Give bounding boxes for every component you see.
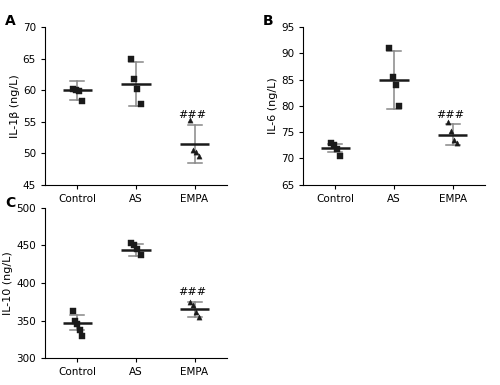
Point [72,87,80,93]
Point [196,314,203,320]
Point [336,153,344,159]
Point [192,149,200,155]
Y-axis label: IL-6 (ng/L): IL-6 (ng/L) [268,77,278,134]
Text: ###: ### [178,287,206,297]
Point [134,246,141,252]
Text: ###: ### [436,110,464,120]
Y-axis label: IL-10 (ng/L): IL-10 (ng/L) [4,251,14,315]
Text: A: A [5,14,16,28]
Point [444,119,452,125]
Point [130,242,138,248]
Point [388,74,396,80]
Y-axis label: IL-1β (ng/L): IL-1β (ng/L) [10,74,20,138]
Point [196,153,203,159]
Point [326,140,334,146]
Point [78,332,86,339]
Point [127,240,135,246]
Point [186,299,194,305]
Point [136,101,144,107]
Point [130,75,138,82]
Point [186,117,194,124]
Point [189,147,197,153]
Point [136,252,144,258]
Point [76,326,84,333]
Point [395,103,403,109]
Point [74,321,82,327]
Point [78,99,86,105]
Point [134,86,141,92]
Point [127,55,135,62]
Point [330,142,338,148]
Point [68,308,76,314]
Point [192,308,200,315]
Text: ###: ### [178,110,206,120]
Point [333,146,341,152]
Point [450,137,458,143]
Point [71,317,79,323]
Text: B: B [263,14,274,28]
Text: C: C [5,196,15,210]
Point [392,82,400,88]
Point [447,128,455,134]
Point [68,86,76,92]
Point [386,45,394,51]
Point [189,303,197,309]
Point [454,140,462,146]
Point [75,88,83,94]
